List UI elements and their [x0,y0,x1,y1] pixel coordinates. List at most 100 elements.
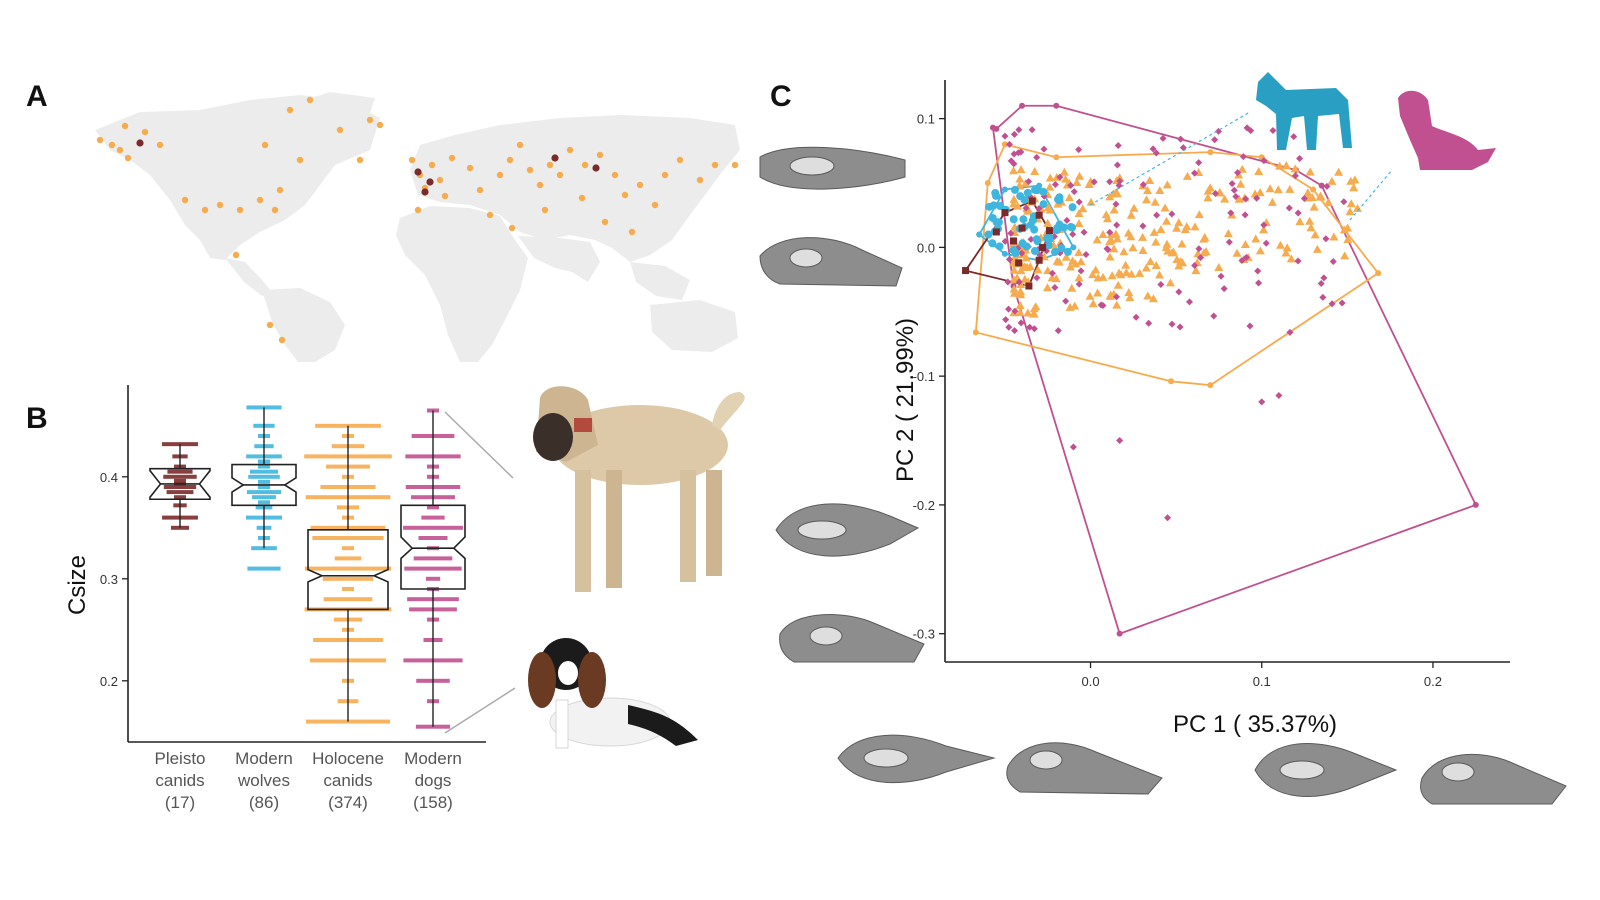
hull-vertex [989,124,996,131]
holocene-point [1015,289,1025,298]
skull-illustrations [759,146,1567,805]
dog-point [1269,127,1277,135]
dog-point [1317,280,1325,288]
holocene-point [1327,176,1337,185]
dog-point [1005,323,1013,331]
holocene-point [1126,210,1136,219]
dog-point [1075,280,1083,288]
holocene-point [1074,248,1084,257]
dog-point [1017,319,1025,327]
holocene-map-dot [651,201,659,209]
wolf-point [1044,241,1053,250]
dog-point [1191,169,1199,177]
dog-point [1153,211,1161,219]
holocene-point [1078,204,1088,213]
holocene-point [1315,191,1325,200]
box-strip-mark [418,536,448,540]
pleisto-point [1035,211,1043,219]
holocene-point [1022,262,1032,271]
holocene-point [1191,266,1201,275]
holocene-map-dot [661,171,669,179]
holocene-point [1203,193,1213,202]
box-strip-mark [252,495,276,500]
dog-point [1097,301,1105,309]
holocene-point [1106,290,1116,299]
holocene-map-dot [296,156,304,164]
dog-point [1159,134,1167,142]
dog-point [1116,177,1124,185]
holocene-point [1236,179,1246,188]
pleisto-point [1015,259,1023,267]
holocene-point [1124,287,1134,296]
holocene-map-dot [286,106,294,114]
holocene-map-dot [236,206,244,214]
box-category-count: (158) [413,793,453,812]
dog-point [1022,204,1030,212]
dog-point [1027,235,1035,243]
holocene-point [1121,260,1131,269]
box-notched-body [307,529,389,611]
dog-point [1176,323,1184,331]
dog-point [1145,319,1153,327]
dog-point [1001,237,1009,245]
hull-vertex [1070,244,1077,251]
holocene-map-dot [566,146,574,154]
dog-point [1115,182,1123,190]
holocene-point [1295,217,1305,226]
holocene-map-dot [261,141,269,149]
dog-point [1030,325,1038,333]
holocene-point [1072,178,1082,187]
box-strip-mark [342,546,354,551]
holocene-point [1135,268,1145,277]
skull-top-view-2 [775,503,920,557]
holocene-point [1054,257,1064,266]
dog-point [1002,316,1010,324]
connector-line-max [444,411,514,479]
holocene-map-dot [601,218,609,226]
hull-vertex [984,180,991,187]
holocene-map-dot [556,171,564,179]
skull-side-view-3 [1006,742,1163,795]
box-strip-mark [249,469,279,474]
holocene-point [1067,283,1077,292]
wolf-point [992,191,1001,200]
holocene-map-dot [546,161,554,169]
holocene-point [1254,166,1264,175]
dog-connector-line [1349,169,1393,221]
wolf-point [1039,200,1048,209]
holocene-point [1162,239,1172,248]
holocene-map-dot [116,146,124,154]
pleisto-map-dot [551,154,559,162]
holocene-map-dot [124,154,132,162]
holocene-map-dot [578,194,586,202]
hull-vertex [1053,154,1060,161]
hull-vertex [1001,250,1008,257]
holocene-point [1340,251,1350,260]
hull-vertex [1019,102,1026,109]
pleisto-point [1039,243,1047,251]
dog-point [1323,182,1331,190]
holocene-point [1030,166,1040,175]
dog-point [1106,228,1114,236]
wolf-point [1023,188,1032,197]
box-strip-mark [258,464,270,469]
holocene-point [1350,175,1360,184]
panel-letter-c: C [770,80,792,113]
dog-point [1114,142,1122,150]
holocene-point [1088,299,1098,308]
dog-point [1242,254,1250,262]
pca-points [962,124,1362,522]
box-strip-mark [334,556,362,561]
box-strip-mark [427,505,439,510]
holocene-point [1128,243,1138,252]
holocene-point [1312,244,1322,253]
land-south-asia [518,236,600,282]
connector-line-min [444,687,516,734]
pleisto-point [1001,209,1009,217]
holocene-point [1143,186,1153,195]
holocene-point [1141,263,1151,272]
dog-point [1195,245,1203,253]
holocene-point [1237,164,1247,173]
dog-point [1291,172,1299,180]
dog-point [1033,274,1041,282]
